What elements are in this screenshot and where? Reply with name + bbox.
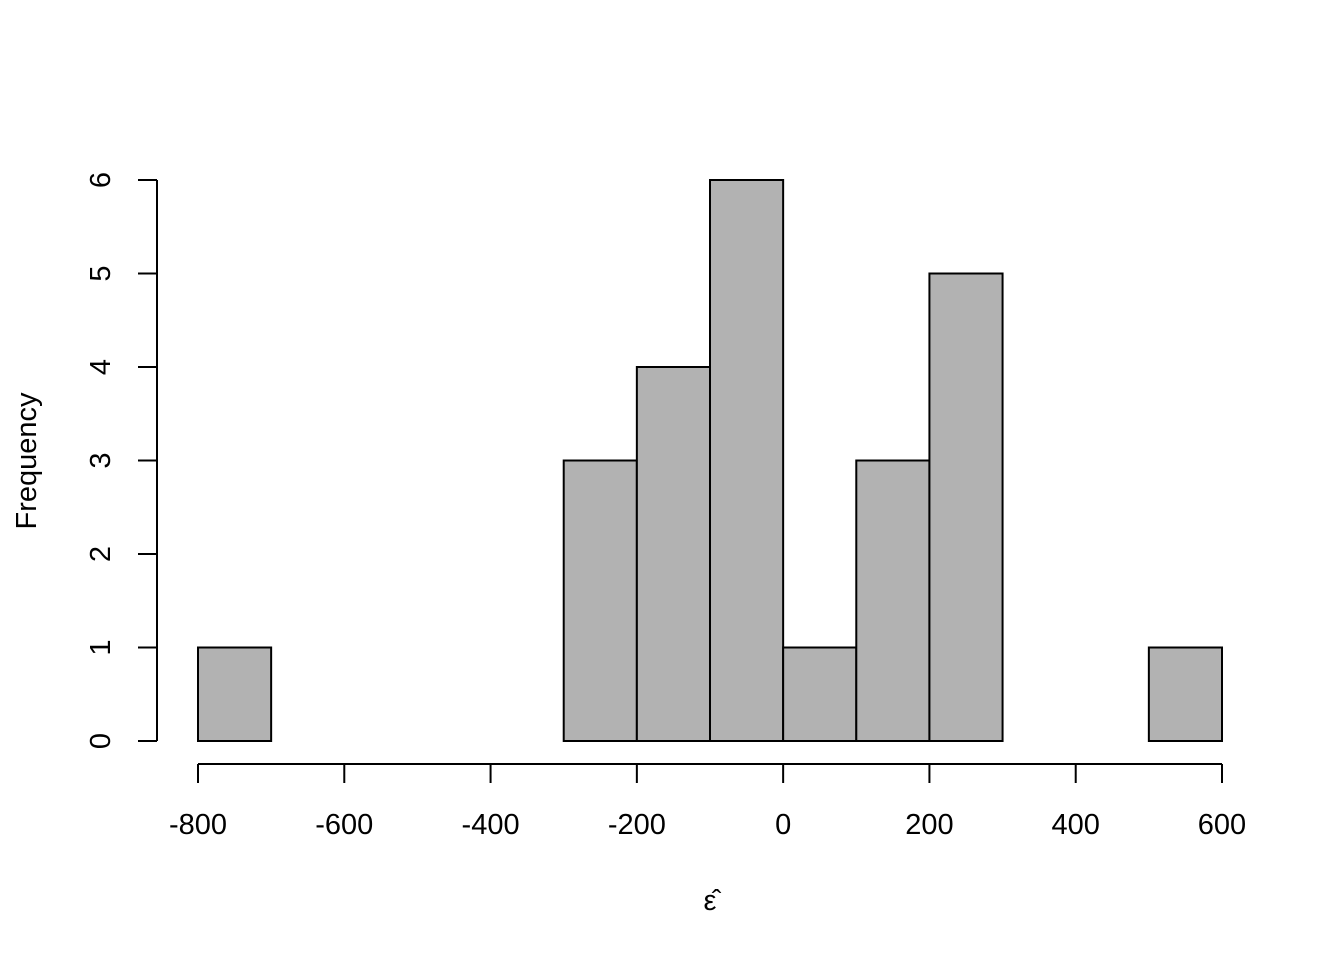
x-tick-label: -400 bbox=[462, 809, 520, 841]
histogram-bar bbox=[197, 646, 273, 742]
y-tick-label: 3 bbox=[85, 452, 117, 468]
y-axis-label: Frequency bbox=[11, 392, 43, 530]
y-tick-label: 2 bbox=[85, 546, 117, 562]
histogram-bar bbox=[855, 459, 931, 742]
x-tick-label: -200 bbox=[608, 809, 666, 841]
histogram-bar bbox=[709, 179, 785, 742]
y-tick-label: 1 bbox=[85, 639, 117, 655]
histogram-bar bbox=[635, 366, 711, 742]
histogram-bar bbox=[1147, 646, 1224, 742]
y-tick-label: 0 bbox=[85, 733, 117, 749]
x-tick-label: -800 bbox=[169, 809, 227, 841]
x-axis-label: ε̂ bbox=[704, 885, 722, 917]
y-tick-label: 6 bbox=[85, 172, 117, 188]
x-axis: -800 -600 -400 -200 0 200 400 600 bbox=[169, 763, 1246, 841]
y-tick-label: 5 bbox=[85, 265, 117, 281]
x-tick-label: 0 bbox=[775, 809, 791, 841]
histogram-bar bbox=[928, 272, 1004, 742]
x-tick-label: 200 bbox=[905, 809, 953, 841]
x-tick-label: 600 bbox=[1198, 809, 1246, 841]
x-tick-label: 400 bbox=[1052, 809, 1100, 841]
x-tick-label: -600 bbox=[315, 809, 373, 841]
histogram-bar bbox=[562, 459, 638, 742]
bars bbox=[197, 179, 1224, 742]
y-axis: 0 1 2 3 4 5 6 bbox=[85, 172, 158, 749]
histogram-bar bbox=[782, 646, 858, 742]
y-tick-label: 4 bbox=[85, 359, 117, 375]
